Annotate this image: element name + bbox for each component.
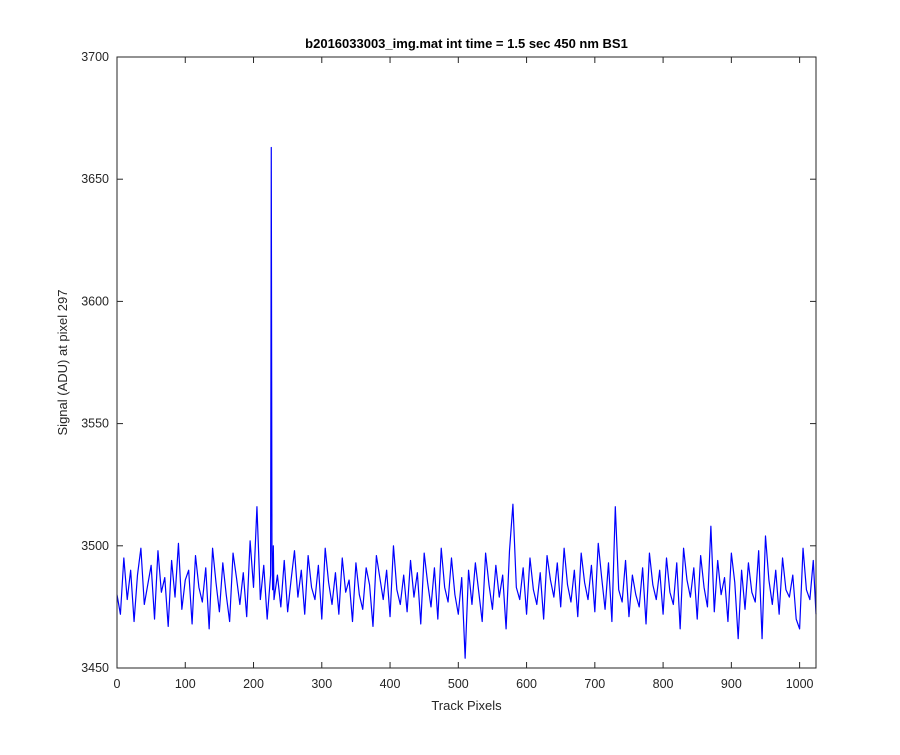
axes-frame [116,56,817,669]
x-tick-label: 0 [114,677,121,691]
y-tick-label: 3450 [81,661,109,675]
x-tick-label: 400 [380,677,401,691]
x-tick-label: 200 [243,677,264,691]
y-tick-label: 3650 [81,172,109,186]
series-line-0 [116,146,817,659]
x-tick-label: 500 [448,677,469,691]
y-tick-label: 3500 [81,539,109,553]
x-tick-label: 700 [584,677,605,691]
x-tick-label: 800 [653,677,674,691]
x-tick-label: 1000 [786,677,814,691]
x-tick-label: 300 [311,677,332,691]
x-tick-label: 900 [721,677,742,691]
y-axis-label: Signal (ADU) at pixel 297 [55,290,70,436]
y-tick-label: 3700 [81,50,109,64]
y-tick-label: 3600 [81,294,109,308]
x-tick-label: 600 [516,677,537,691]
ticks-layer: 0 100 200 300 400 500 600 700 800 900 1000 3450 3500… [81,50,816,691]
y-tick-label: 3550 [81,417,109,431]
series-layer [116,146,817,659]
chart-title: b2016033003_img.mat int time = 1.5 sec 4… [305,36,628,51]
x-axis-label: Track Pixels [431,698,502,713]
x-tick-label: 100 [175,677,196,691]
